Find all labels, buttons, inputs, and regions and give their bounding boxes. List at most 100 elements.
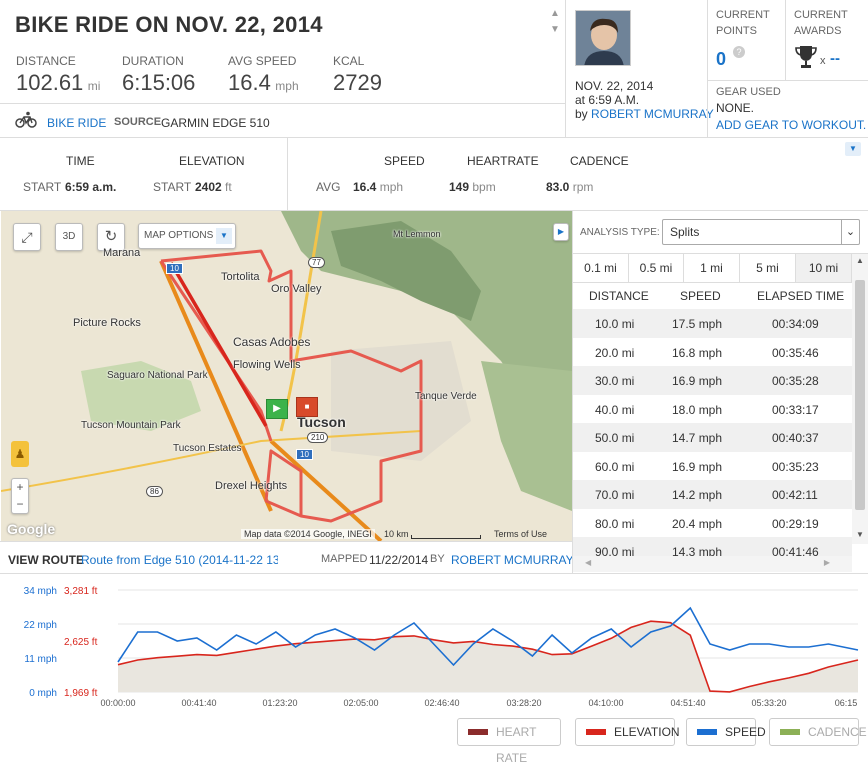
split-distance: 60.0 mi: [595, 459, 635, 474]
split-speed: 16.9 mph: [672, 459, 723, 474]
table-row: 30.0 mi 16.9 mph 00:35:28: [573, 366, 852, 395]
zoom-controls[interactable]: + −: [11, 478, 29, 514]
time-tick-label: 04:51:40: [670, 698, 705, 708]
scroll-arrows[interactable]: ▲ ▼: [550, 8, 560, 35]
start-time: 6:59 a.m.: [65, 180, 117, 194]
heartrate-header: HEARTRATE: [467, 154, 539, 168]
page-title: BIKE RIDE ON NOV. 22, 2014: [15, 12, 323, 37]
legend-toggle-speed[interactable]: SPEED: [686, 718, 766, 746]
fullscreen-icon[interactable]: ⤢: [13, 223, 41, 251]
map-canvas[interactable]: [1, 211, 572, 541]
split-speed: 14.7 mph: [672, 431, 723, 445]
map-options-button[interactable]: MAP OPTIONS ▼: [138, 223, 236, 249]
legend-toggle-heart-rate[interactable]: HEART RATE: [457, 718, 561, 765]
col-distance[interactable]: DISTANCE: [589, 289, 649, 303]
time-tick-label: 01:23:20: [262, 698, 297, 708]
split-speed: 14.3 mph: [672, 545, 723, 559]
street-view-icon[interactable]: ♟: [11, 441, 29, 467]
map-label: Saguaro National Park: [107, 370, 208, 381]
route-map[interactable]: ⤢ 3D ↻ MAP OPTIONS ▼ ▶ Marana Tortolita …: [1, 211, 572, 541]
split-speed: 16.8 mph: [672, 345, 723, 360]
segment-0-5mi[interactable]: 0.5 mi: [629, 254, 684, 282]
legend-toggle-cadence[interactable]: CADENCE: [769, 718, 867, 746]
avg-label: AVG: [316, 180, 341, 194]
segment-10mi[interactable]: 10 mi: [796, 254, 852, 282]
scrollbar-thumb[interactable]: [855, 280, 865, 510]
expand-summary-button[interactable]: ▼: [845, 142, 861, 156]
map-3d-button[interactable]: 3D: [55, 223, 83, 251]
start-marker-icon[interactable]: ▶: [266, 399, 288, 419]
awards-x: x: [820, 55, 826, 67]
view-route-label: VIEW ROUTE: [8, 553, 85, 567]
col-speed[interactable]: SPEED: [680, 289, 721, 303]
terms-link[interactable]: Terms of Use: [494, 529, 548, 539]
col-elapsed[interactable]: ELAPSED TIME: [757, 289, 845, 303]
elevation-tick-label: 1,969 ft: [64, 688, 98, 699]
segment-1mi[interactable]: 1 mi: [684, 254, 740, 282]
split-speed: 17.5 mph: [672, 317, 723, 331]
split-elapsed: 00:40:37: [772, 431, 819, 445]
avg-cadence: 83.0 rpm: [546, 180, 594, 194]
segment-5mi[interactable]: 5 mi: [740, 254, 796, 282]
split-speed: 18.0 mph: [672, 402, 723, 417]
scroll-down-icon[interactable]: ▼: [856, 530, 864, 539]
chevron-down-icon: ▼: [216, 228, 232, 244]
activity-type-link[interactable]: BIKE RIDE: [47, 116, 107, 130]
analysis-type-select[interactable]: Splits ⌄: [662, 219, 860, 245]
map-label: Mt Lemmon: [393, 229, 441, 239]
chevron-down-icon: ⌄: [841, 220, 859, 244]
mapped-date: 11/22/2014: [369, 553, 429, 567]
speed-tick-label: 11 mph: [24, 654, 57, 665]
mapped-by-link[interactable]: ROBERT MCMURRAY: [451, 553, 574, 567]
split-elapsed: 00:41:46: [772, 545, 819, 559]
route-name-link[interactable]: Route from Edge 510 (2014-11-22 13:5: [81, 553, 278, 567]
bike-icon: [15, 111, 37, 129]
add-gear-link[interactable]: ADD GEAR TO WORKOUT.: [716, 118, 867, 132]
speed-line: [117, 606, 859, 667]
split-elapsed: 00:33:17: [772, 402, 819, 417]
user-name-link[interactable]: ROBERT MCMURRAY: [591, 107, 714, 121]
time-tick-label: 02:05:00: [343, 698, 378, 708]
split-distance: 90.0 mi: [595, 545, 635, 559]
time-tick-label: 04:10:00: [588, 698, 623, 708]
performance-chart[interactable]: 34 mph 22 mph 11 mph 0 mph 3,281 ft 2,625 ft 1…: [0, 574, 868, 768]
analysis-type-label: ANALYSIS TYPE:: [580, 227, 660, 238]
map-label: Oro Valley: [271, 283, 322, 295]
start-label-2: START: [153, 180, 192, 194]
table-row: 40.0 mi 18.0 mph 00:33:17: [573, 394, 852, 423]
horizontal-scrollbar[interactable]: ◀ ▶: [573, 556, 852, 572]
avg-speed: 16.4 mph: [353, 180, 404, 194]
trophy-icon: [794, 44, 818, 70]
scale-bar: [411, 535, 481, 539]
split-speed: 16.9 mph: [672, 374, 723, 388]
zoom-out-button[interactable]: −: [16, 497, 24, 511]
split-distance: 20.0 mi: [595, 345, 635, 360]
map-label: Picture Rocks: [73, 317, 141, 329]
start-elevation: 2402 ft: [195, 180, 232, 194]
speed-tick-label: 0 mph: [29, 688, 57, 699]
end-marker-icon[interactable]: ■: [296, 397, 318, 417]
collapse-panel-button[interactable]: ▶: [553, 223, 569, 241]
route-shield: 86: [146, 486, 163, 497]
speed-header: SPEED: [384, 154, 425, 168]
split-distance: 50.0 mi: [595, 431, 635, 445]
legend-toggle-elevation[interactable]: ELEVATION: [575, 718, 680, 746]
segment-0-1mi[interactable]: 0.1 mi: [573, 254, 629, 282]
gear-value: NONE.: [716, 101, 755, 115]
table-row: 70.0 mi 14.2 mph 00:42:11: [573, 480, 852, 509]
legend-label: HEART RATE: [496, 725, 537, 765]
replay-icon[interactable]: ↻: [97, 223, 125, 251]
table-row: 50.0 mi 14.7 mph 00:40:37: [573, 423, 852, 452]
scroll-left-icon[interactable]: ◀: [585, 558, 592, 567]
avatar[interactable]: [575, 10, 631, 66]
start-label: START: [23, 180, 62, 194]
scroll-right-icon[interactable]: ▶: [823, 558, 830, 567]
zoom-in-button[interactable]: +: [16, 480, 24, 494]
map-label: Tucson Mountain Park: [81, 420, 181, 431]
time-header: TIME: [66, 154, 95, 168]
split-speed: 20.4 mph: [672, 516, 723, 531]
help-icon[interactable]: ?: [733, 46, 745, 58]
splits-scrollbar[interactable]: ▲ ▼: [852, 254, 868, 544]
scroll-up-icon[interactable]: ▲: [856, 256, 864, 265]
legend-swatch: [780, 729, 800, 735]
